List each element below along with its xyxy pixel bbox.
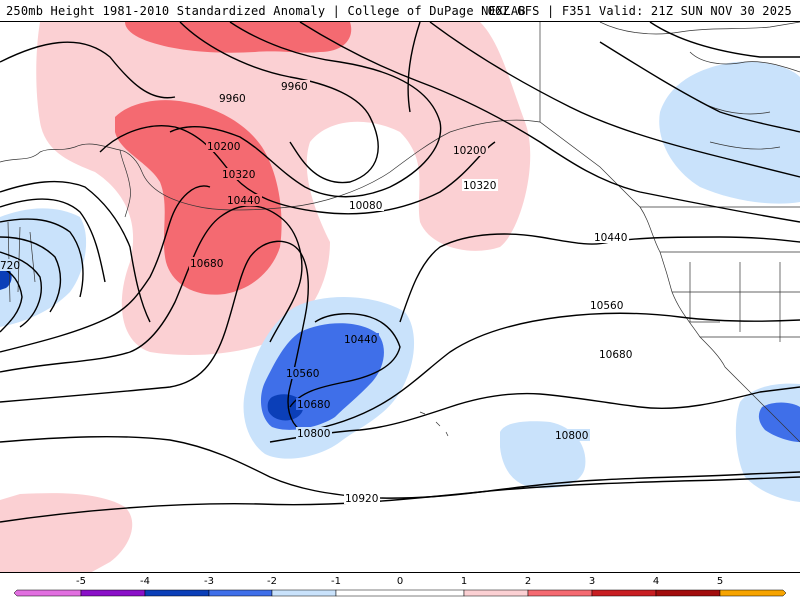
colorbar-swatch	[208, 589, 273, 597]
colorbar-tick: -1	[331, 576, 341, 587]
contour-label: 10800	[297, 428, 330, 440]
colorbar-swatch	[335, 589, 465, 597]
contour-label: 10560	[286, 368, 319, 380]
colorbar-tick: -4	[140, 576, 150, 587]
contour-label: 720	[0, 260, 20, 272]
map-title: 250mb Height 1981-2010 Standardized Anom…	[6, 4, 526, 18]
colorbar-swatch	[527, 589, 593, 597]
contour-label: 10800	[555, 430, 588, 442]
contour-label: 10320	[222, 169, 255, 181]
contour-label: 10200	[207, 141, 240, 153]
contour-label: 10680	[599, 349, 632, 361]
contour-label: 10440	[227, 195, 260, 207]
map-canvas: 9960 9960 10200 10320 10440 10680 10080 …	[0, 22, 800, 572]
colorbar-swatch	[655, 589, 721, 597]
colorbar-tick: 5	[717, 576, 723, 587]
colorbar-swatch	[13, 589, 82, 597]
colorbar-tick: 4	[653, 576, 659, 587]
contour-label: 9960	[281, 81, 308, 93]
contour-label: 10680	[297, 399, 330, 411]
negative-anomaly-area-e	[735, 383, 800, 502]
map-header: 250mb Height 1981-2010 Standardized Anom…	[0, 0, 800, 22]
contour-label: 10080	[349, 200, 382, 212]
model-run-info: 06Z GFS | F351 Valid: 21Z SUN NOV 30 202…	[487, 4, 792, 18]
colorbar-ticks: -5 -4 -3 -2 -1 0 1 2 3 4 5	[76, 576, 723, 587]
contour-label: 10440	[344, 334, 377, 346]
contour-label: 10680	[190, 258, 223, 270]
positive-anomaly-area	[36, 22, 531, 355]
colorbar-svg: -5 -4 -3 -2 -1 0 1 2 3 4 5	[13, 576, 787, 597]
contour-label: 10200	[453, 145, 486, 157]
positive-anomaly-area-sw	[0, 493, 133, 572]
anomaly-shading	[0, 22, 800, 572]
strong-negative-anomaly-w	[0, 268, 12, 290]
colorbar-swatches	[13, 589, 787, 597]
contour-label: 10440	[594, 232, 627, 244]
colorbar-tick: -5	[76, 576, 86, 587]
anomaly-colorbar: -5 -4 -3 -2 -1 0 1 2 3 4 5	[0, 573, 800, 600]
contour-label: 10320	[463, 180, 496, 192]
colorbar-swatch	[719, 589, 787, 597]
colorbar-tick: 0	[397, 576, 403, 587]
contour-label-group: 9960 9960 10200 10320 10440 10680 10080 …	[0, 80, 634, 505]
contour-label: 10920	[345, 493, 378, 505]
colorbar-tick: -2	[267, 576, 277, 587]
colorbar-tick: -3	[204, 576, 214, 587]
colorbar-swatch	[463, 589, 529, 597]
colorbar-tick: 3	[589, 576, 595, 587]
negative-anomaly-area-ne	[659, 61, 800, 204]
colorbar-swatch	[271, 589, 337, 597]
anomaly-map: 9960 9960 10200 10320 10440 10680 10080 …	[0, 22, 800, 573]
contour-label: 9960	[219, 93, 246, 105]
colorbar-tick: 1	[461, 576, 467, 587]
colorbar-swatch	[80, 589, 146, 597]
colorbar-tick: 2	[525, 576, 531, 587]
contour-label: 10560	[590, 300, 623, 312]
colorbar-swatch	[591, 589, 657, 597]
strong-positive-anomaly	[125, 22, 352, 53]
colorbar-swatch	[144, 589, 210, 597]
